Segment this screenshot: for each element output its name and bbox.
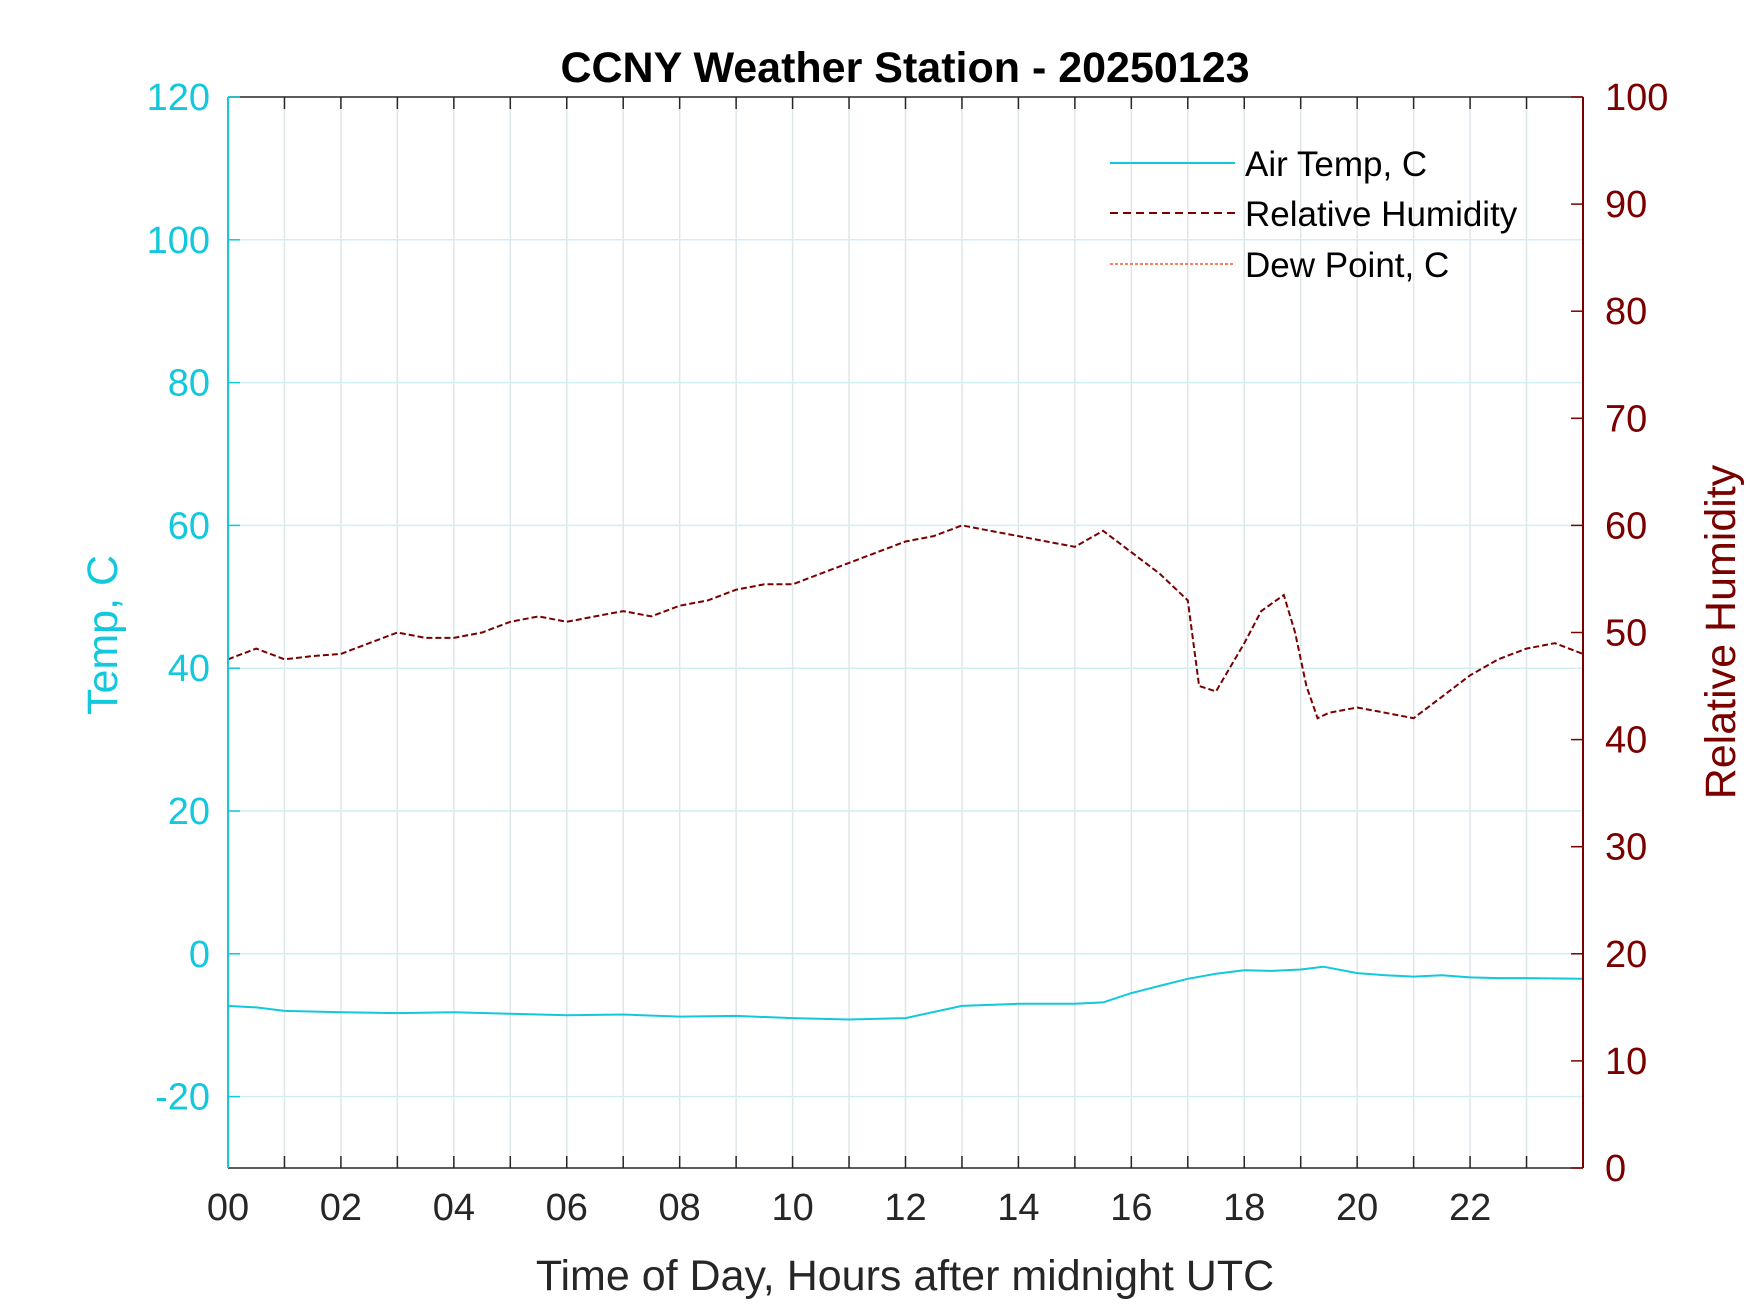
tick-labels: 00 02 04 06 08 10 12 14 16 18 20 22-200204060801001…: [147, 77, 1669, 1229]
x-tick-label: 02: [320, 1187, 362, 1229]
y-left-tick-label: 20: [168, 791, 210, 833]
y-right-tick-label: 40: [1605, 720, 1647, 762]
legend: Air Temp, C Relative Humidity Dew Point,…: [1110, 145, 1518, 285]
x-tick-label: 18: [1223, 1187, 1265, 1229]
legend-label-relative-humidity: Relative Humidity: [1245, 195, 1518, 234]
y-right-tick-label: 0: [1605, 1148, 1626, 1190]
series-line-1: [227, 524, 1584, 720]
x-tick-label: 04: [433, 1187, 475, 1229]
x-tick-label: 14: [997, 1187, 1039, 1229]
y-left-tick-label: 80: [168, 363, 210, 405]
y-right-tick-label: 10: [1605, 1041, 1647, 1083]
y-left-tick-label: 120: [147, 77, 210, 119]
series-line-0: [227, 965, 1584, 1021]
y-right-tick-label: 20: [1605, 934, 1647, 976]
x-tick-label: 22: [1449, 1187, 1491, 1229]
x-tick-label: 10: [771, 1187, 813, 1229]
chart-title: CCNY Weather Station - 20250123: [560, 44, 1249, 92]
y-right-tick-label: 60: [1605, 505, 1647, 547]
x-tick-label: 12: [884, 1187, 926, 1229]
x-tick-label: 06: [546, 1187, 588, 1229]
y-right-tick-label: 80: [1605, 291, 1647, 333]
x-tick-label: 16: [1110, 1187, 1152, 1229]
legend-label-air-temp: Air Temp, C: [1245, 145, 1427, 184]
y-left-tick-label: 100: [147, 220, 210, 262]
y-left-tick-label: 40: [168, 648, 210, 690]
x-tick-label: 08: [659, 1187, 701, 1229]
y-left-tick-label: 60: [168, 505, 210, 547]
grid: [228, 97, 1583, 1168]
y-right-tick-label: 50: [1605, 613, 1647, 655]
x-tick-label: 20: [1336, 1187, 1378, 1229]
series-layer: [227, 524, 1584, 1021]
y-right-tick-label: 100: [1605, 77, 1668, 119]
y-right-tick-label: 90: [1605, 184, 1647, 226]
legend-label-dew-point: Dew Point, C: [1245, 246, 1449, 285]
x-tick-label: 00: [207, 1187, 249, 1229]
x-axis-label: Time of Day, Hours after midnight UTC: [536, 1252, 1274, 1300]
y-left-tick-label: -20: [155, 1077, 210, 1119]
axes: [227, 96, 1584, 1169]
y-right-tick-label: 30: [1605, 827, 1647, 869]
y-axis-right-label: Relative Humidity: [1697, 464, 1745, 799]
y-left-tick-label: 0: [189, 934, 210, 976]
y-axis-left-label: Temp, C: [79, 555, 127, 715]
y-right-tick-label: 70: [1605, 398, 1647, 440]
